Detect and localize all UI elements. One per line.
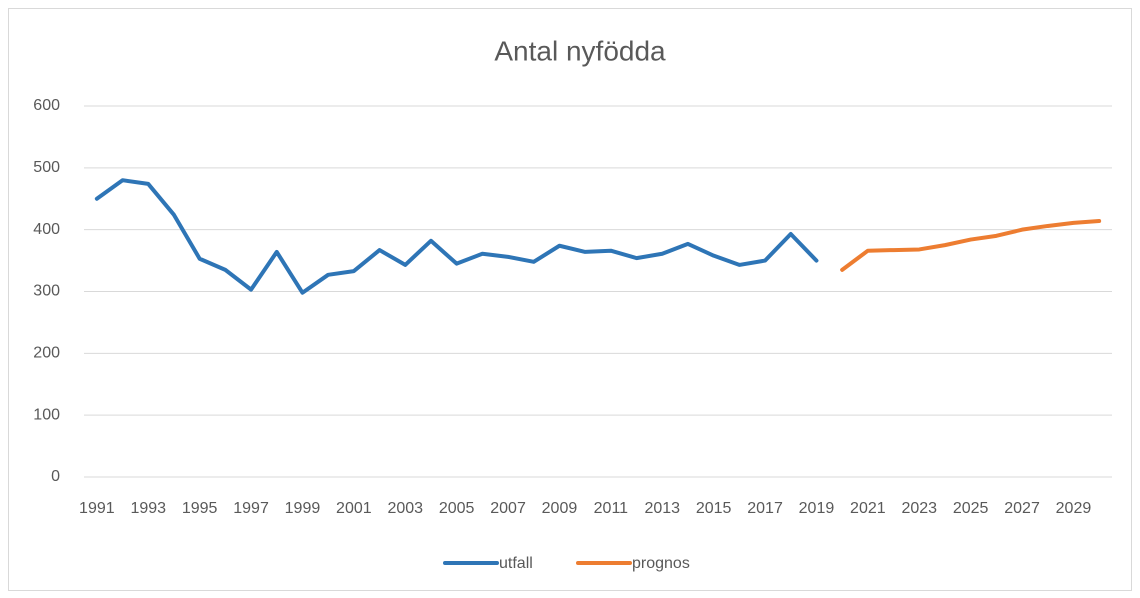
line-series — [94, 178, 819, 295]
line-series — [840, 219, 1102, 272]
x-tick-label: 1997 — [233, 500, 269, 517]
x-tick-label: 2023 — [901, 500, 937, 517]
x-tick-label: 2017 — [747, 500, 783, 517]
x-tick-label: 2025 — [953, 500, 989, 517]
chart-title: Antal nyfödda — [494, 35, 666, 66]
x-tick-label: 2029 — [1056, 500, 1092, 517]
x-tick-label: 2009 — [542, 500, 578, 517]
x-tick-label: 1995 — [182, 500, 218, 517]
y-tick-label: 300 — [33, 283, 60, 300]
legend-label: utfall — [499, 555, 533, 572]
x-tick-label: 2019 — [799, 500, 835, 517]
x-tick-label: 2003 — [387, 500, 423, 517]
y-tick-label: 400 — [33, 221, 60, 238]
y-tick-label: 100 — [33, 406, 60, 423]
y-tick-label: 500 — [33, 159, 60, 176]
x-tick-label: 1993 — [130, 500, 166, 517]
x-tick-label: 1991 — [79, 500, 115, 517]
x-tick-label: 2015 — [696, 500, 732, 517]
x-tick-label: 2005 — [439, 500, 475, 517]
x-tick-label: 2013 — [644, 500, 680, 517]
legend-label: prognos — [632, 555, 690, 572]
x-tick-label: 2001 — [336, 500, 372, 517]
x-tick-label: 2011 — [594, 500, 629, 517]
y-tick-label: 200 — [33, 345, 60, 362]
y-tick-label: 0 — [51, 468, 60, 485]
x-tick-label: 2021 — [850, 500, 886, 517]
x-tick-label: 1999 — [285, 500, 321, 517]
x-tick-label: 2027 — [1004, 500, 1040, 517]
x-tick-label: 2007 — [490, 500, 526, 517]
y-tick-label: 600 — [33, 97, 60, 114]
